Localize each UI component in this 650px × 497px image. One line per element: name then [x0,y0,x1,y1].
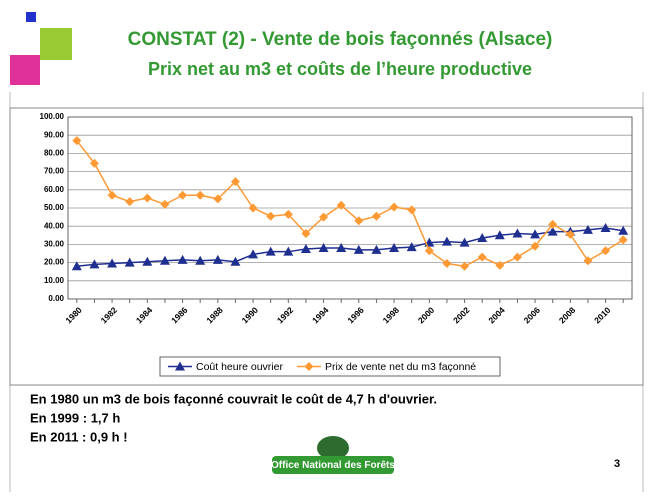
y-tick-label: 100.00 [40,112,65,121]
marker [72,136,82,146]
y-tick-label: 0.00 [48,294,64,303]
annotation: En 2011 : 0,9 h ! [30,429,128,444]
y-tick-label: 40.00 [44,221,65,230]
marker [107,190,117,200]
page-number: 3 [614,458,620,470]
marker [301,228,311,238]
y-tick-label: 30.00 [44,240,65,249]
marker [424,246,434,256]
annotation: En 1980 un m3 de bois façonné couvrait l… [30,391,437,406]
y-tick-label: 70.00 [44,167,65,176]
marker [300,243,311,253]
deco-square [26,12,36,22]
marker [124,257,135,267]
y-tick-label: 20.00 [44,258,65,267]
marker [494,230,505,240]
marker [266,211,276,221]
marker [230,177,240,187]
marker [477,233,488,243]
marker [495,260,505,270]
legend-marker [175,361,185,371]
marker [441,236,452,246]
deco-square [40,28,72,60]
legend: Coût heure ouvrier Prix de vente net du m… [159,356,501,377]
marker [142,193,152,203]
marker [512,228,523,238]
marker [406,242,417,252]
marker [565,229,575,239]
marker [354,216,364,226]
logo-tree [317,436,349,460]
marker [318,243,329,253]
marker [442,259,452,269]
marker [212,254,223,264]
y-tick-label: 10.00 [44,276,65,285]
marker [371,211,381,221]
y-tick-label: 90.00 [44,130,65,139]
marker [336,243,347,253]
title: CONSTAT (2) - Vente de bois façonnés (Al… [128,29,553,50]
logo-text: Office National des Forêts [271,460,395,471]
series-line [76,227,624,267]
legend-marker [304,362,314,371]
marker [353,244,364,254]
marker [530,241,540,251]
marker [178,190,188,200]
marker [248,249,259,259]
marker [618,235,628,245]
plot: 0.00 10.00 20.00 30.00 40.00 50.00 60.00 70.00 8… [40,112,633,377]
marker [177,254,188,264]
marker [512,252,522,262]
subtitle: Prix net au m3 et coûts de l’heure produ… [148,59,532,79]
marker [195,190,205,200]
marker [477,252,487,262]
marker [283,209,293,219]
legend-box [159,356,501,377]
marker [230,256,241,266]
logo-band [272,456,394,474]
marker [71,261,82,271]
marker [547,226,558,236]
annotation: En 1999 : 1,7 h [30,410,120,425]
y-tick-label: 50.00 [44,203,65,212]
marker [582,224,593,234]
marker [407,205,417,215]
marker [125,197,135,207]
legend-label: Coût heure ouvrier [196,361,283,373]
marker [142,256,153,266]
marker [283,246,294,256]
marker [107,258,118,268]
marker [601,246,611,256]
marker [89,158,99,168]
marker [319,212,329,222]
marker [459,237,470,247]
marker [213,194,223,204]
marker [389,202,399,212]
marker [583,256,593,266]
chart-frame [9,107,644,386]
y-tick-label: 80.00 [44,149,65,158]
marker [600,223,611,233]
marker [371,244,382,254]
marker [548,219,558,229]
marker [160,199,170,209]
legend-label: Prix de vente net du m3 façonné [325,361,476,373]
marker [265,246,276,256]
marker [530,229,541,239]
marker [618,225,629,235]
marker [89,259,100,269]
deco-square [10,55,40,85]
marker [460,261,470,271]
marker [248,203,258,213]
marker [159,255,170,265]
marker [195,255,206,265]
y-tick-label: 60.00 [44,185,65,194]
marker [389,243,400,253]
plot-frame [67,116,633,300]
marker [336,200,346,210]
